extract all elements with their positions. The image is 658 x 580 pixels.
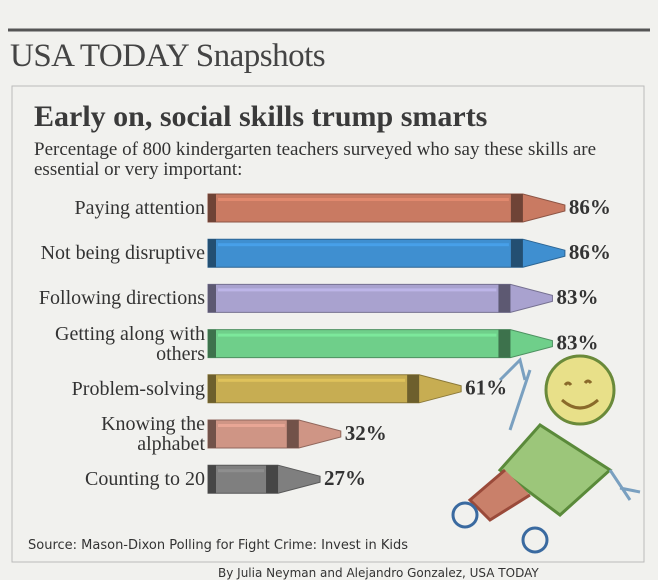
crayon [207,329,553,359]
crayon [207,238,566,268]
crayon-band [498,284,511,313]
category-label: Counting to 20 [84,468,205,491]
value-label: 27% [324,466,366,490]
value-label: 61% [465,376,507,400]
crayon [207,283,553,313]
crayon-band [208,194,216,222]
value-label: 86% [569,240,611,264]
value-label: 83% [556,330,598,354]
chart-subtitle: Percentage of 800 kindergarten teachers … [34,139,597,180]
crayon-band [208,374,216,403]
crayon-shine [218,288,497,292]
crayon-band [208,329,216,358]
category-label: Following directions [38,287,205,310]
value-label: 32% [345,421,387,445]
crayon-band [407,374,420,403]
category-label: Problem-solving [71,377,205,400]
kid-drawing [451,354,641,554]
crayon-band [208,465,216,494]
crayon-band [208,239,216,268]
crayon-shine [218,424,285,427]
value-label: 83% [556,285,598,309]
crayon [207,193,566,223]
value-label: 86% [569,195,611,219]
chart-title: Early on, social skills trump smarts [34,100,488,133]
crayon-shine [218,378,406,382]
category-label: Not being disruptive [40,242,205,265]
crayon [207,419,342,449]
category-label: Knowing the alphabet [101,413,205,455]
header: USA TODAY Snapshots [10,38,326,74]
crayon-shine [218,333,497,337]
category-label: Paying attention [74,197,205,219]
crayon-band [266,465,279,494]
source: Source: Mason-Dixon Polling for Fight Cr… [28,538,409,553]
crayon-band [208,420,216,448]
frame [11,85,645,563]
crayon-band [510,194,523,222]
crayon-band [510,239,523,268]
category-label: Getting along with others [55,322,205,365]
crayon [207,374,462,404]
crayon-shine [218,243,509,247]
crayon-band [498,329,511,358]
crayon-shine [218,469,265,473]
crayon-band [286,420,299,448]
crayon-band [208,284,216,313]
byline: By Julia Neyman and Alejandro Gonzalez, … [218,566,539,580]
crayon [207,464,321,494]
crayon-shine [218,198,509,201]
